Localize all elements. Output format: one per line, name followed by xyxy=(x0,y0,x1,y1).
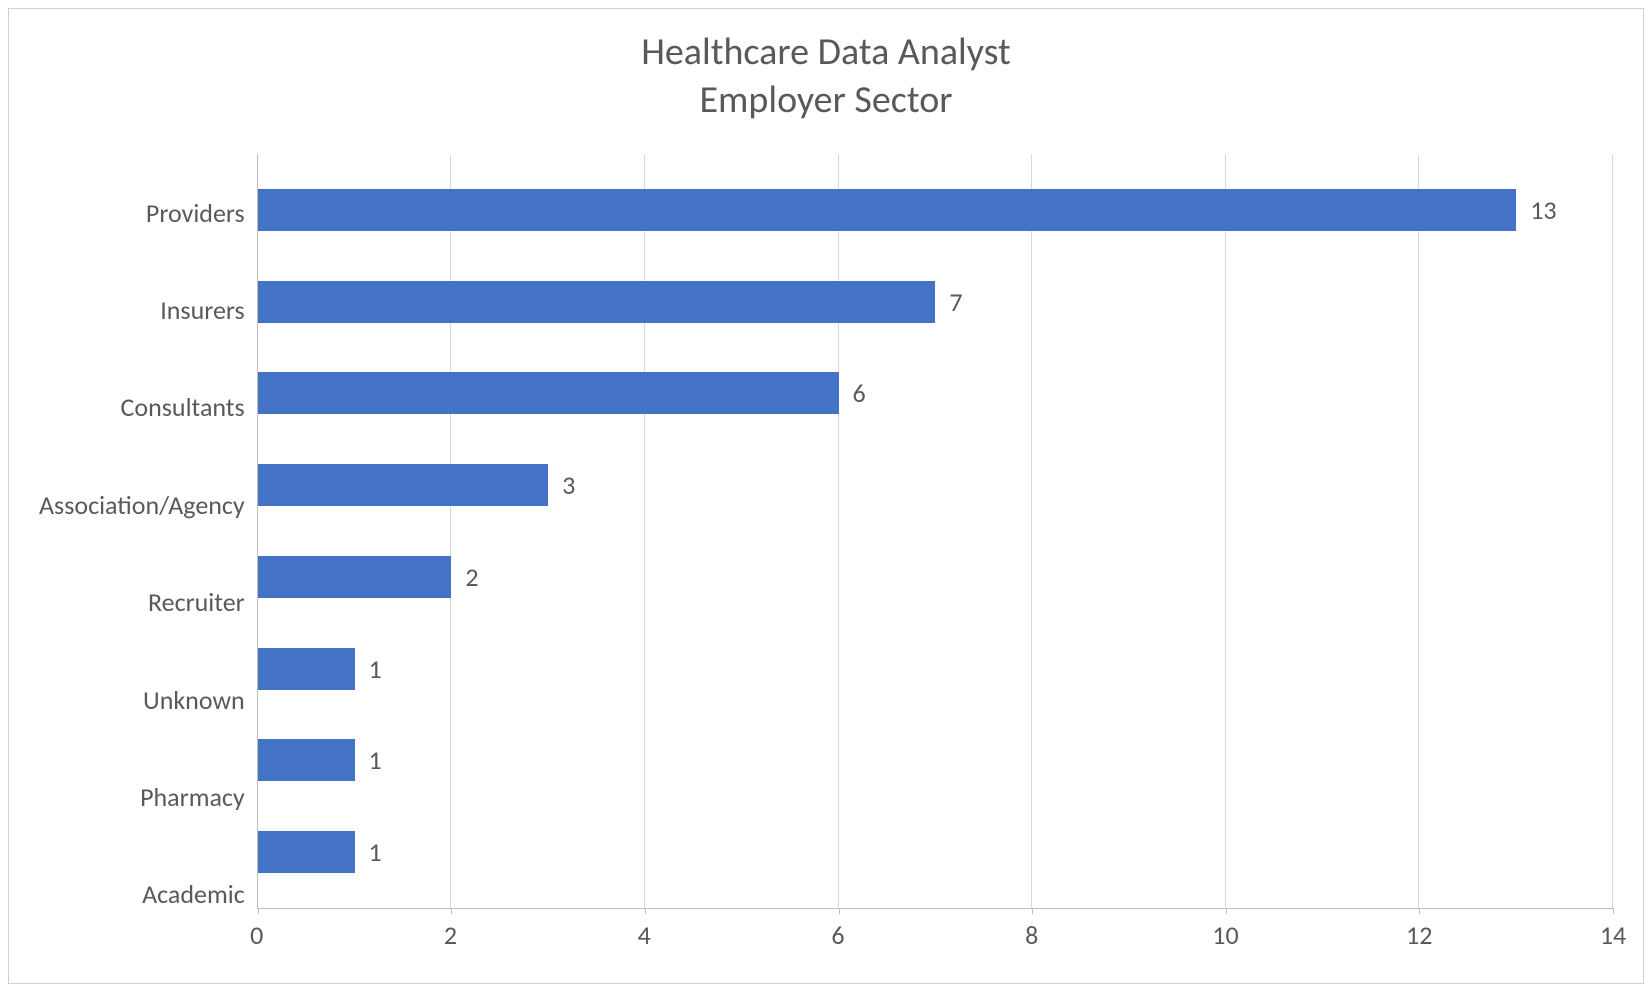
bar xyxy=(258,739,355,781)
y-label: Insurers xyxy=(160,274,245,347)
data-label: 13 xyxy=(1530,194,1556,226)
data-label: 7 xyxy=(949,286,962,318)
bar xyxy=(258,464,548,506)
bar xyxy=(258,556,452,598)
bar xyxy=(258,831,355,873)
y-label: Providers xyxy=(146,176,245,249)
chart-title-line2: Employer Sector xyxy=(700,77,953,123)
bar-row: 1 xyxy=(258,816,1613,889)
x-tick-label: 10 xyxy=(1212,919,1238,951)
chart-body: Providers Insurers Consultants Associati… xyxy=(39,154,1613,953)
bar-row: 1 xyxy=(258,724,1613,797)
data-label: 1 xyxy=(369,836,382,868)
bar xyxy=(258,372,839,414)
bar xyxy=(258,648,355,690)
x-tick-label: 8 xyxy=(1025,919,1038,951)
bar xyxy=(258,281,936,323)
bar-row: 3 xyxy=(258,449,1613,522)
y-label: Pharmacy xyxy=(140,760,245,833)
data-label: 2 xyxy=(465,561,478,593)
plot-area: 13 7 6 3 2 1 1 1 xyxy=(257,154,1613,909)
y-axis-labels: Providers Insurers Consultants Associati… xyxy=(39,154,257,953)
bars-container: 13 7 6 3 2 1 1 1 xyxy=(258,154,1613,908)
plot-wrapper: 137632111 02468101214 xyxy=(257,154,1613,953)
chart-title: Healthcare Data Analyst Employer Sector xyxy=(39,29,1613,124)
y-label: Association/Agency xyxy=(39,468,245,541)
x-tick-label: 2 xyxy=(444,919,457,951)
bar-row: 13 xyxy=(258,173,1613,246)
x-tick-label: 0 xyxy=(250,919,263,951)
bar-row: 2 xyxy=(258,540,1613,613)
bar-row: 6 xyxy=(258,357,1613,430)
chart-title-line1: Healthcare Data Analyst xyxy=(641,29,1011,75)
y-label: Recruiter xyxy=(148,566,245,639)
x-tick-label: 4 xyxy=(638,919,651,951)
bar-row: 7 xyxy=(258,265,1613,338)
y-label: Unknown xyxy=(143,663,245,736)
y-label: Academic xyxy=(142,858,245,931)
x-axis: 02468101214 xyxy=(257,913,1613,953)
data-label: 6 xyxy=(853,377,866,409)
data-label: 1 xyxy=(369,653,382,685)
y-label: Consultants xyxy=(121,371,245,444)
x-tick-label: 14 xyxy=(1600,919,1626,951)
tick-mark xyxy=(1613,908,1614,914)
x-tick-label: 6 xyxy=(831,919,844,951)
bar xyxy=(258,189,1516,231)
data-label: 1 xyxy=(369,744,382,776)
x-tick-label: 12 xyxy=(1406,919,1432,951)
data-label: 3 xyxy=(562,469,575,501)
bar-row: 1 xyxy=(258,632,1613,705)
chart-container: Healthcare Data Analyst Employer Sector … xyxy=(8,8,1644,984)
